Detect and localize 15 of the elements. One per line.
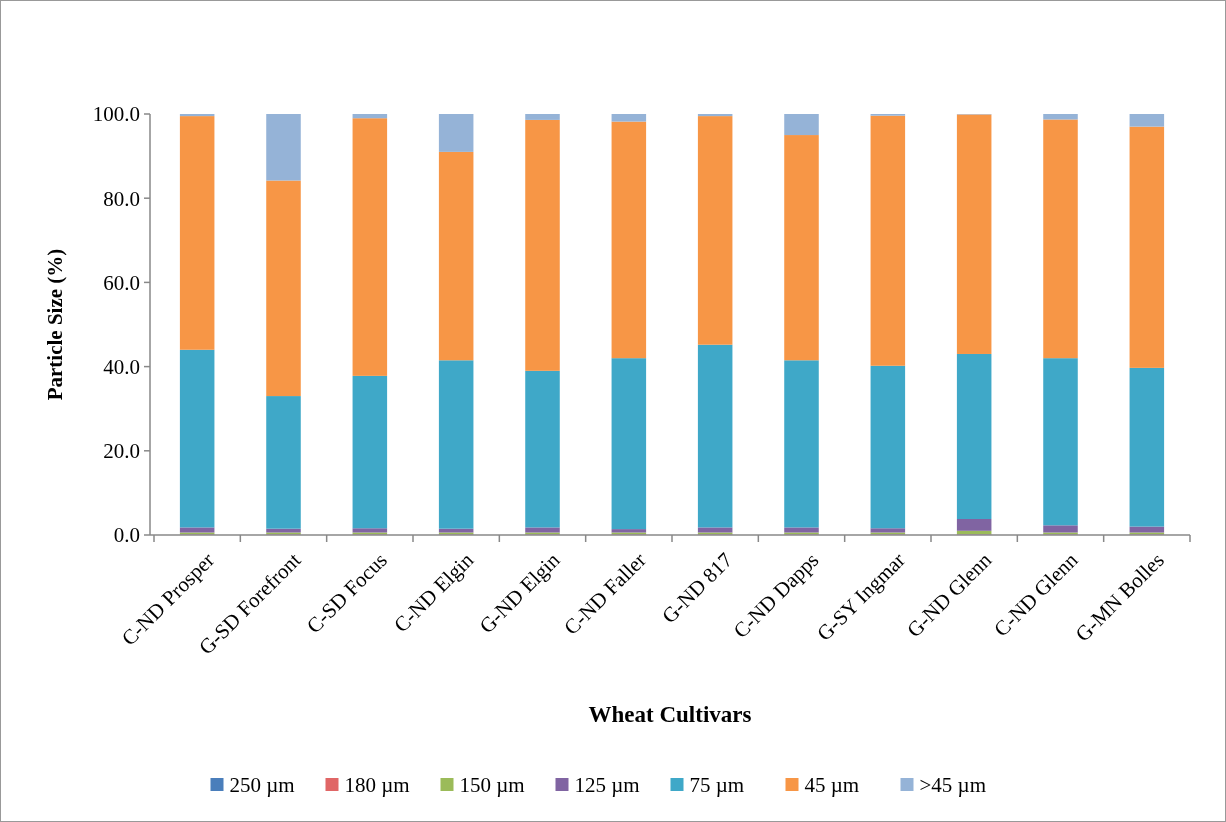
- y-tick-label: 60.0: [103, 270, 140, 295]
- legend-label: 125 µm: [574, 773, 640, 798]
- legend-label: 45 µm: [804, 773, 860, 798]
- legend-label: 150 µm: [459, 773, 525, 798]
- legend-label: 250 µm: [229, 773, 295, 798]
- legend-label: 180 µm: [344, 773, 410, 798]
- y-axis-title: Particle Size (%): [43, 248, 67, 401]
- y-tick-label: 40.0: [103, 354, 140, 379]
- y-tick-label: 80.0: [103, 186, 140, 211]
- y-tick-label: 0.0: [113, 523, 140, 548]
- x-axis-title: Wheat Cultivars: [588, 702, 752, 727]
- legend-label: >45 µm: [919, 773, 987, 798]
- y-tick-label: 100.0: [92, 102, 140, 127]
- y-tick-label: 20.0: [103, 439, 140, 464]
- legend-label: 75 µm: [689, 773, 745, 798]
